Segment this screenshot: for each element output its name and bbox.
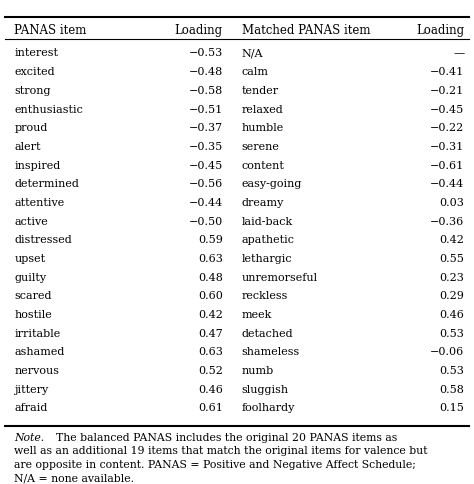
Text: inspired: inspired [14,160,61,170]
Text: 0.42: 0.42 [198,309,223,319]
Text: lethargic: lethargic [242,254,292,263]
Text: 0.46: 0.46 [440,309,465,319]
Text: excited: excited [14,67,55,77]
Text: −0.48: −0.48 [189,67,223,77]
Text: 0.53: 0.53 [440,328,465,338]
Text: 0.52: 0.52 [198,365,223,375]
Text: 0.15: 0.15 [440,403,465,412]
Text: alert: alert [14,141,41,151]
Text: 0.55: 0.55 [440,254,465,263]
Text: −0.44: −0.44 [189,197,223,208]
Text: 0.29: 0.29 [440,290,465,301]
Text: Loading: Loading [416,24,465,36]
Text: interest: interest [14,48,58,59]
Text: −0.36: −0.36 [430,216,465,226]
Text: content: content [242,160,284,170]
Text: guilty: guilty [14,272,46,282]
Text: 0.23: 0.23 [440,272,465,282]
Text: nervous: nervous [14,365,59,375]
Text: 0.48: 0.48 [198,272,223,282]
Text: −0.31: −0.31 [430,141,465,151]
Text: 0.63: 0.63 [198,254,223,263]
Text: shameless: shameless [242,347,300,357]
Text: jittery: jittery [14,384,48,394]
Text: −0.21: −0.21 [430,86,465,96]
Text: scared: scared [14,290,52,301]
Text: reckless: reckless [242,290,288,301]
Text: meek: meek [242,309,272,319]
Text: hostile: hostile [14,309,52,319]
Text: −0.58: −0.58 [189,86,223,96]
Text: ashamed: ashamed [14,347,64,357]
Text: dreamy: dreamy [242,197,284,208]
Text: −0.35: −0.35 [189,141,223,151]
Text: detached: detached [242,328,293,338]
Text: relaxed: relaxed [242,105,283,114]
Text: upset: upset [14,254,46,263]
Text: active: active [14,216,48,226]
Text: −0.61: −0.61 [430,160,465,170]
Text: laid-back: laid-back [242,216,293,226]
Text: The balanced PANAS includes the original 20 PANAS items as: The balanced PANAS includes the original… [49,432,397,442]
Text: 0.42: 0.42 [440,235,465,245]
Text: −0.06: −0.06 [430,347,465,357]
Text: −0.50: −0.50 [189,216,223,226]
Text: Loading: Loading [174,24,223,36]
Text: calm: calm [242,67,269,77]
Text: 0.60: 0.60 [198,290,223,301]
Text: −0.37: −0.37 [189,123,223,133]
Text: −0.45: −0.45 [430,105,465,114]
Text: well as an additional 19 items that match the original items for valence but: well as an additional 19 items that matc… [14,445,428,455]
Text: numb: numb [242,365,274,375]
Text: irritable: irritable [14,328,61,338]
Text: tender: tender [242,86,279,96]
Text: 0.47: 0.47 [198,328,223,338]
Text: Note.: Note. [14,432,45,442]
Text: 0.61: 0.61 [198,403,223,412]
Text: foolhardy: foolhardy [242,403,295,412]
Text: N/A = none available.: N/A = none available. [14,472,134,483]
Text: humble: humble [242,123,284,133]
Text: strong: strong [14,86,51,96]
Text: −0.41: −0.41 [430,67,465,77]
Text: determined: determined [14,179,79,189]
Text: are opposite in content. PANAS = Positive and Negative Affect Schedule;: are opposite in content. PANAS = Positiv… [14,459,416,469]
Text: serene: serene [242,141,280,151]
Text: apathetic: apathetic [242,235,295,245]
Text: −0.53: −0.53 [189,48,223,59]
Text: —: — [454,48,465,59]
Text: enthusiastic: enthusiastic [14,105,83,114]
Text: −0.56: −0.56 [189,179,223,189]
Text: attentive: attentive [14,197,64,208]
Text: −0.44: −0.44 [430,179,465,189]
Text: −0.22: −0.22 [430,123,465,133]
Text: Matched PANAS item: Matched PANAS item [242,24,370,36]
Text: afraid: afraid [14,403,47,412]
Text: easy-going: easy-going [242,179,302,189]
Text: sluggish: sluggish [242,384,289,394]
Text: proud: proud [14,123,47,133]
Text: unremorseful: unremorseful [242,272,318,282]
Text: 0.46: 0.46 [198,384,223,394]
Text: 0.53: 0.53 [440,365,465,375]
Text: distressed: distressed [14,235,72,245]
Text: −0.51: −0.51 [189,105,223,114]
Text: 0.63: 0.63 [198,347,223,357]
Text: 0.58: 0.58 [440,384,465,394]
Text: −0.45: −0.45 [189,160,223,170]
Text: 0.03: 0.03 [440,197,465,208]
Text: N/A: N/A [242,48,263,59]
Text: PANAS item: PANAS item [14,24,87,36]
Text: 0.59: 0.59 [198,235,223,245]
